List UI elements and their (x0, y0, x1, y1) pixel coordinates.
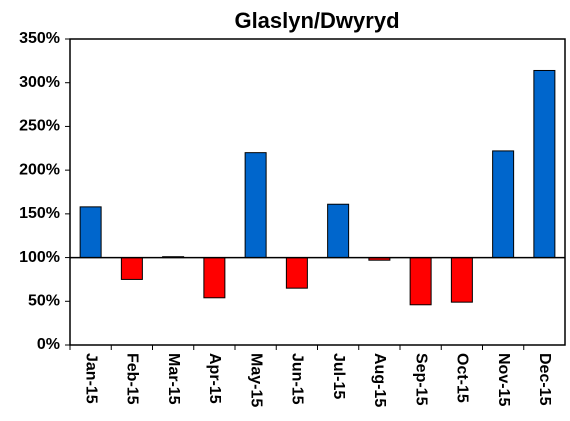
bar (285, 257, 308, 289)
y-tick-label: 100% (19, 249, 60, 266)
y-tick-label: 250% (19, 118, 60, 135)
chart-title: Glaslyn/Dwyryd (234, 8, 399, 33)
x-tick-label: Nov-15 (495, 353, 512, 406)
x-tick-label: Mar-15 (165, 353, 182, 405)
x-tick-label: Sep-15 (412, 353, 429, 406)
bar (244, 152, 267, 259)
y-tick-label: 200% (19, 161, 60, 178)
bar (327, 203, 350, 259)
y-tick-label: 0% (37, 336, 60, 353)
bar (120, 257, 143, 280)
x-tick-label: Oct-15 (454, 353, 471, 403)
x-tick-label: Dec-15 (536, 353, 553, 406)
y-tick-label: 50% (28, 293, 60, 310)
y-tick-label: 300% (19, 74, 60, 91)
x-tick-label: Jun-15 (289, 353, 306, 405)
bar (203, 257, 226, 299)
bar (492, 150, 515, 259)
bar (79, 206, 102, 259)
y-tick-label: 350% (19, 30, 60, 47)
y-tick-label: 150% (19, 205, 60, 222)
x-tick-label: May-15 (247, 353, 264, 407)
x-tick-label: Aug-15 (371, 353, 388, 407)
bar (533, 69, 556, 259)
plot-frame (69, 38, 566, 346)
x-tick-label: Jan-15 (82, 353, 99, 404)
x-tick-label: Feb-15 (124, 353, 141, 405)
bar (450, 257, 473, 303)
bar (409, 257, 432, 306)
x-tick-label: Apr-15 (206, 353, 223, 404)
x-tick-label: Jul-15 (330, 353, 347, 399)
